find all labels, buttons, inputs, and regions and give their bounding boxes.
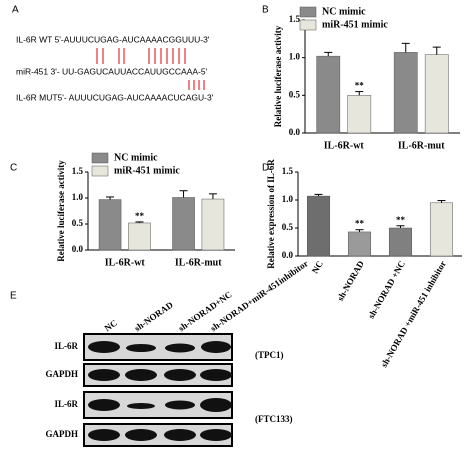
significance: ** [396,215,406,225]
legend-label: miR-451 mimic [114,165,180,176]
bar [429,202,454,257]
y-tick-label: 1.5 [282,166,294,176]
lane-label: sh-NORAD [133,299,176,333]
bar [306,195,331,257]
row-label: IL-6R [54,341,78,351]
legend-label: NC mimic [114,152,158,163]
panel-letter: A [12,5,19,16]
legend-swatch [91,165,109,177]
x-tick-label: NC [310,259,325,275]
bar [128,222,151,251]
blots: IL-6R GAPDH IL-6R GAPDH (TPC1) (FTC133) [46,333,293,447]
panel-letter: C [10,163,17,174]
y-axis-title: Relative luciferase activity [273,25,283,127]
blot-lane-labels: NC sh-NORAD sh-NORAD+NC sh-NORAD+miR-451… [103,258,310,333]
y-tick-label: 1.5 [289,14,301,24]
cell-line: (FTC133) [255,414,293,424]
lane-label: sh-NORAD+NC [177,289,234,333]
bar [98,199,122,251]
bar [388,227,413,257]
legend-label: miR-451 mimic [322,19,388,30]
significance: ** [135,211,145,221]
sequence: miR-451 3'- UU-GAGUCAUUACCAUUGCCAAA-5' [16,66,208,76]
bar [172,197,195,251]
legend-swatch [299,6,317,18]
y-axis-title: Relative luciferase activity [56,160,66,262]
y-tick-label: 0.5 [289,89,301,99]
cell-line: (TPC1) [255,350,284,360]
y-tick-label: 0.0 [289,127,301,137]
legend-swatch [299,19,317,31]
pairing-lines [96,48,205,90]
bar [347,95,372,134]
x-tick-label: IL-6R-mut [398,140,445,151]
y-tick-label: 1.0 [72,192,84,202]
panel-letter: B [262,5,269,16]
y-tick-label: 0.0 [72,244,84,254]
x-tick-label: IL-6R-wt [324,140,365,151]
legend-swatch [91,152,109,164]
significance: ** [355,81,365,91]
y-tick-label: 0.0 [282,250,294,260]
y-tick-label: 1.0 [282,194,294,204]
panel-letter: E [10,291,17,302]
significance: ** [355,219,365,229]
bar [316,55,341,134]
bar [393,52,418,134]
x-tick-label: sh-NORAD [335,259,366,303]
bar [201,198,225,251]
bar [347,231,372,257]
row-label: GAPDH [46,369,79,379]
y-axis-title: Relative expression of IL-6R [266,159,276,269]
y-tick-label: 1.0 [289,52,301,62]
row-label: GAPDH [46,429,79,439]
y-tick-label: 0.5 [72,218,84,228]
legend-label: NC mimic [322,6,366,17]
y-tick-label: 1.5 [72,166,84,176]
y-tick-label: 0.5 [282,222,294,232]
x-tick-label: IL-6R-mut [175,257,222,268]
sequence: IL-6R WT 5'-AUUUCUGAG-AUCAAAACGGUUU-3' [16,34,210,44]
x-tick-label: sh-NORAD +NC [366,259,407,320]
x-tick-label: IL-6R-wt [105,257,146,268]
panel-letter: D [262,163,269,174]
sequence: IL-6R MUT5'- AUUUCUGAG-AUCAAAACUCAGU-3' [16,92,214,102]
row-label: IL-6R [54,399,78,409]
lane-label: NC [103,318,119,334]
bar [424,54,449,134]
